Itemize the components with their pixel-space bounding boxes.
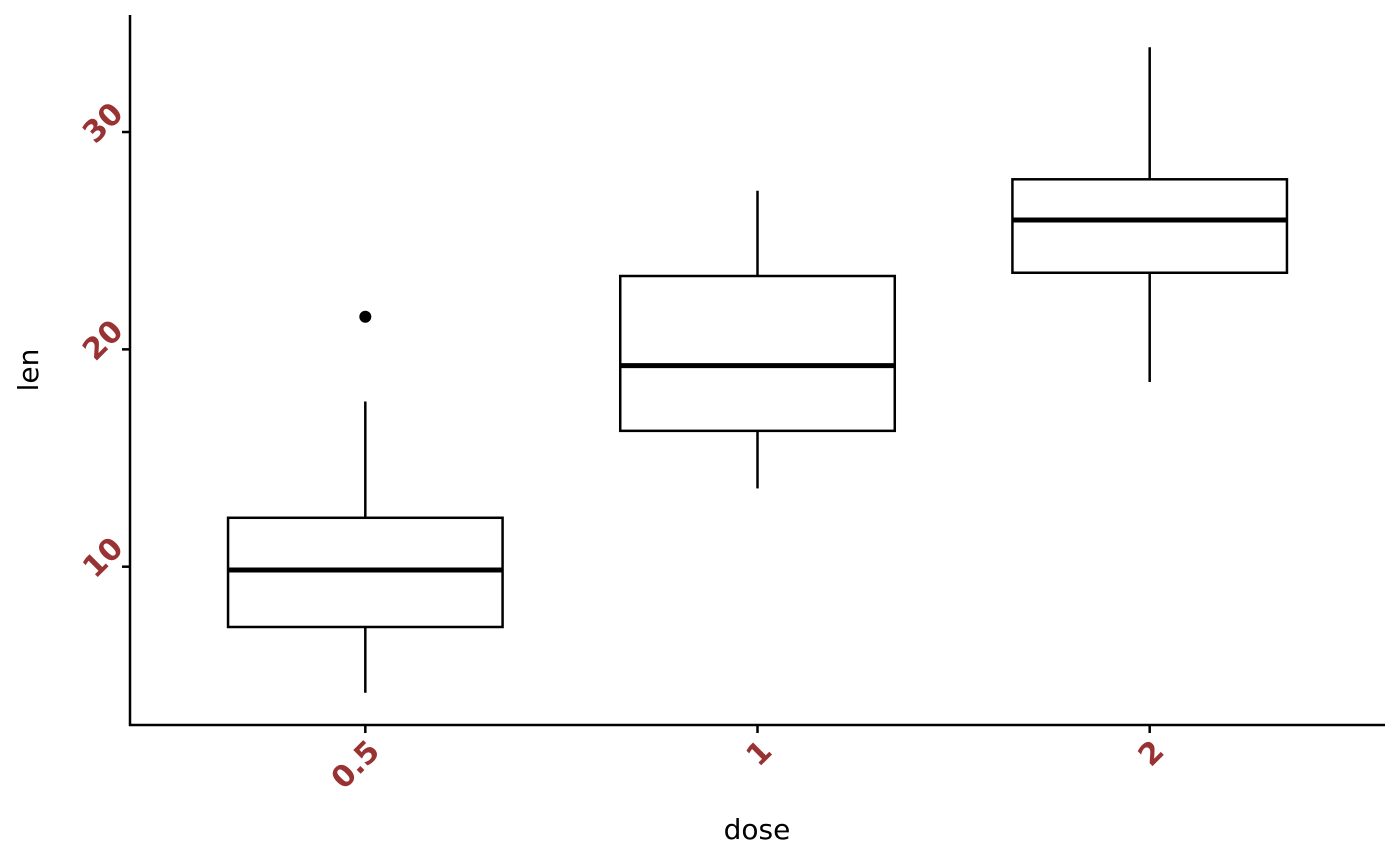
y-tick-label: 10 [76,531,130,585]
x-tick-label: 1 [740,734,780,774]
box [618,274,897,433]
x-tick-label: 0.5 [325,734,387,796]
y-axis-title: len [12,349,45,392]
x-axis-title: dose [724,813,791,846]
y-tick-label: 20 [76,314,130,368]
x-tick-label: 2 [1132,734,1172,774]
y-tick-label: 30 [76,96,130,150]
box [1011,178,1289,274]
outlier [359,310,372,323]
